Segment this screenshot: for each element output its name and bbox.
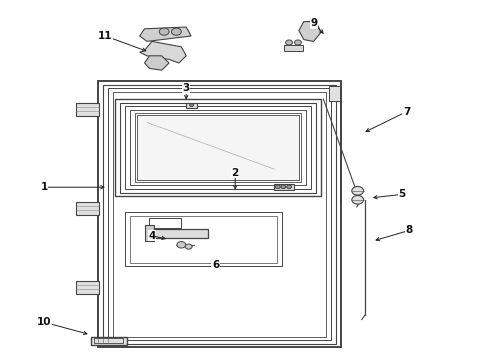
Circle shape (275, 185, 280, 189)
Text: 1: 1 (41, 182, 48, 192)
Circle shape (185, 244, 192, 249)
Circle shape (352, 195, 364, 204)
Circle shape (172, 28, 181, 35)
Bar (94, 338, 122, 343)
Bar (76, 281, 99, 294)
Bar (76, 103, 99, 116)
Text: 4: 4 (148, 231, 156, 241)
Circle shape (286, 40, 293, 45)
Bar (76, 202, 99, 215)
Circle shape (159, 28, 169, 35)
Circle shape (287, 185, 292, 189)
Text: 10: 10 (37, 317, 51, 327)
Polygon shape (145, 56, 169, 70)
Text: 11: 11 (98, 31, 113, 41)
Polygon shape (98, 81, 341, 347)
Text: 8: 8 (406, 225, 413, 235)
Bar (186, 103, 197, 108)
Text: 5: 5 (398, 189, 405, 199)
Text: 2: 2 (232, 168, 239, 178)
Text: 7: 7 (403, 107, 411, 117)
Polygon shape (299, 22, 321, 41)
Circle shape (294, 40, 301, 45)
Circle shape (190, 104, 194, 107)
Polygon shape (137, 115, 299, 180)
Bar (149, 229, 208, 238)
Bar (329, 86, 340, 101)
Polygon shape (140, 41, 186, 63)
Bar (149, 218, 181, 228)
Bar (284, 45, 303, 51)
Circle shape (352, 186, 364, 195)
Text: 9: 9 (310, 18, 317, 28)
Bar (91, 337, 127, 345)
Bar (145, 225, 154, 241)
Text: 6: 6 (212, 260, 219, 270)
Circle shape (281, 185, 286, 189)
Polygon shape (140, 27, 191, 41)
Text: 3: 3 (183, 83, 190, 93)
Bar (274, 184, 294, 190)
Circle shape (177, 242, 186, 248)
